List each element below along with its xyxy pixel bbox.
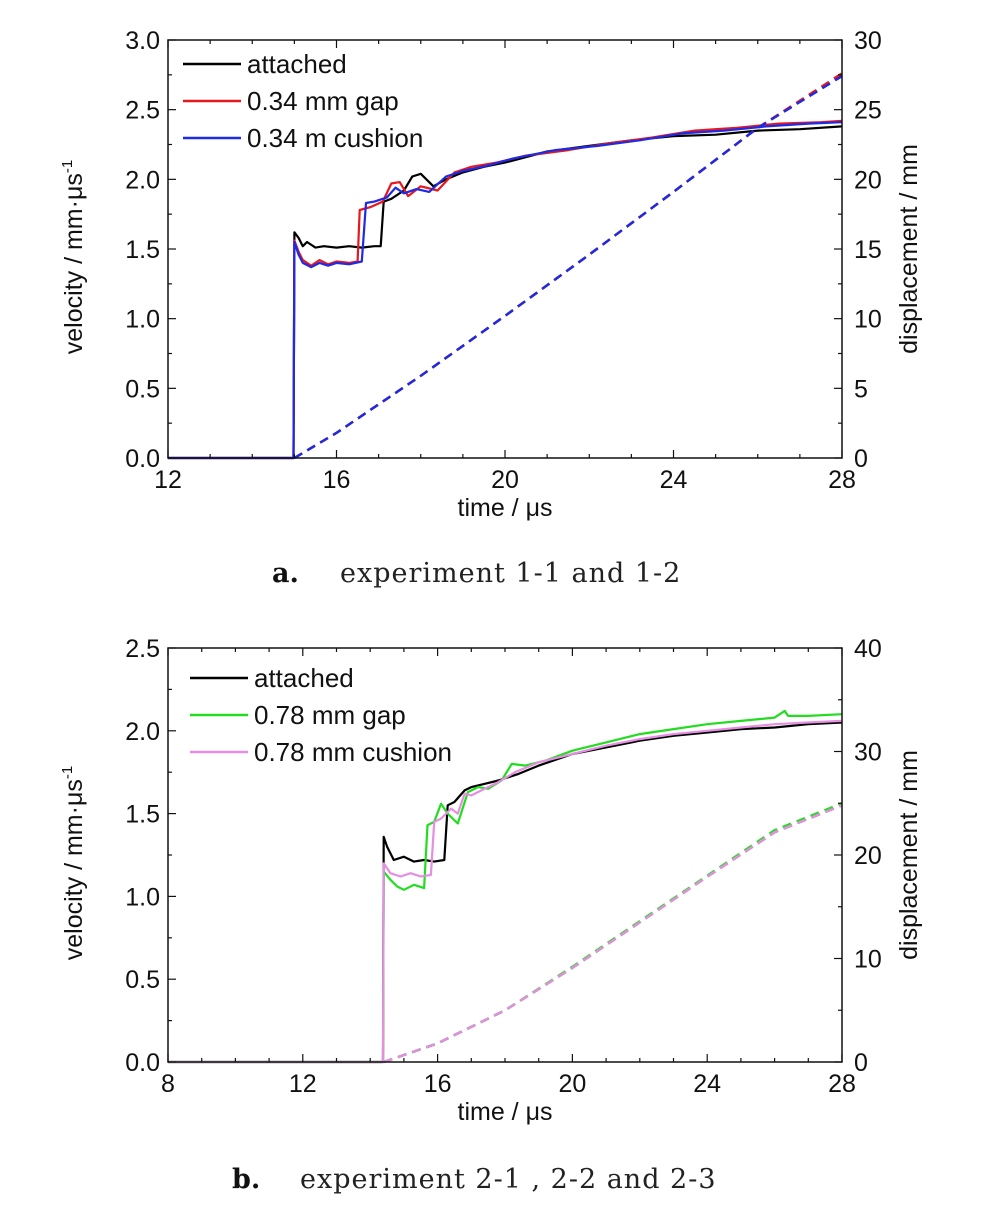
y2-tick-label: 0: [854, 445, 868, 473]
legend-label-3: 0.34 m cushion: [247, 123, 423, 153]
y2-tick-label: 10: [854, 946, 882, 974]
y-axis-label: velocity / mm·μs-1: [59, 160, 88, 354]
y2-tick-label: 20: [854, 166, 882, 194]
y-axis-label-main: velocity / mm·μs: [60, 779, 88, 960]
legend-label-2: 0.34 mm gap: [247, 86, 399, 116]
x-tick-label: 28: [828, 1070, 856, 1098]
y-tick-label: 1.0: [125, 306, 160, 334]
x-tick-label: 12: [289, 1070, 317, 1098]
y2-tick-label: 30: [854, 27, 882, 55]
y2-tick-label: 30: [854, 739, 882, 767]
legend-label-2: 0.78 mm gap: [254, 700, 406, 730]
x-tick-label: 24: [693, 1070, 721, 1098]
velocity-line-1: [168, 721, 843, 1064]
caption-letter: a.: [272, 558, 299, 589]
legend-label-3: 0.78 mm cushion: [254, 737, 452, 767]
x-tick-label: 16: [424, 1070, 452, 1098]
x-axis-label: time / μs: [458, 494, 553, 522]
y-axis-label-main: velocity / mm·μs: [60, 173, 88, 354]
y-axis-label-superscript: -1: [59, 766, 76, 779]
velocity-line-3: [168, 719, 843, 1064]
y2-tick-label: 0: [854, 1049, 868, 1077]
y-axis-label-superscript: -1: [59, 160, 76, 173]
y2-axis-label: displacement / mm: [895, 750, 923, 960]
velocity-line-2: [168, 119, 843, 460]
y-tick-label: 0.5: [125, 966, 160, 994]
y-tick-label: 0.0: [125, 1049, 160, 1077]
chart-b: 8 12 16 20 24 28 0.0 0.5 1.0 1.5 2.0 2.5 0 10 20 30 40 ti…: [59, 635, 923, 1195]
velocity-line-2: [168, 709, 843, 1064]
x-tick-label: 20: [491, 466, 519, 494]
x-tick-label: 24: [660, 466, 688, 494]
displacement-line-3: [293, 75, 843, 460]
chart-a: 12 16 20 24 28 0.0 0.5 1.0 1.5 2.0 2.5 3.0 0 5 10 15 20 2…: [59, 27, 923, 589]
y-tick-label: 1.0: [125, 883, 160, 911]
x-tick-label: 12: [154, 466, 182, 494]
caption-letter: b.: [232, 1164, 260, 1195]
legend-label-1: attached: [254, 663, 354, 693]
x-tick-label: 20: [558, 1070, 586, 1098]
legend-label-1: attached: [247, 49, 347, 79]
displacement-line-1: [383, 804, 843, 1064]
y-tick-label: 3.0: [125, 27, 160, 55]
y2-tick-label: 40: [854, 635, 882, 663]
y2-axis-label: displacement / mm: [895, 144, 923, 354]
y-axis-label: velocity / mm·μs-1: [59, 766, 88, 960]
x-axis-label: time / μs: [458, 1098, 553, 1126]
displacement-line-2: [383, 802, 843, 1064]
y-tick-label: 2.5: [125, 635, 160, 663]
displacement-line-3: [383, 804, 843, 1064]
caption-text: experiment 2-1 , 2-2 and 2-3: [300, 1164, 717, 1195]
x-tick-label: 8: [161, 1070, 175, 1098]
x-tick-label: 16: [323, 466, 351, 494]
velocity-line-3: [168, 121, 843, 460]
y-tick-label: 0.0: [125, 445, 160, 473]
y2-tick-label: 25: [854, 97, 882, 125]
y-tick-label: 2.0: [125, 718, 160, 746]
velocity-line-1: [168, 125, 843, 460]
x-tick-label: 28: [828, 466, 856, 494]
y2-tick-label: 15: [854, 236, 882, 264]
y-tick-label: 0.5: [125, 375, 160, 403]
y-tick-label: 2.0: [125, 166, 160, 194]
y2-tick-label: 10: [854, 306, 882, 334]
y-tick-label: 2.5: [125, 97, 160, 125]
y2-tick-label: 5: [854, 375, 868, 403]
caption-text: experiment 1-1 and 1-2: [340, 558, 681, 589]
y2-tick-label: 20: [854, 842, 882, 870]
y-tick-label: 1.5: [125, 801, 160, 829]
y-tick-label: 1.5: [125, 236, 160, 264]
